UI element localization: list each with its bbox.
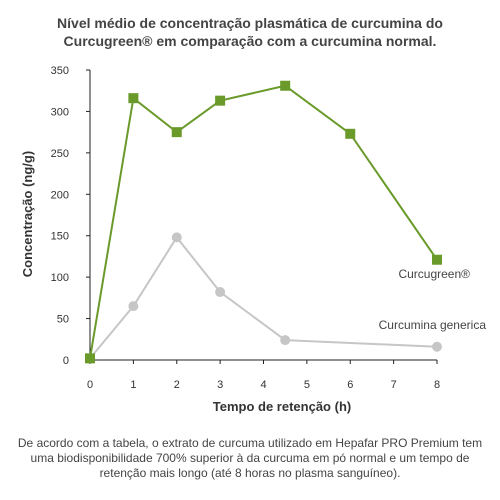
y-tick-label: 350 [51,65,69,77]
x-tick-label: 2 [174,379,180,391]
x-tick-label: 4 [260,379,266,391]
data-point-curcugreen [280,80,291,91]
series-curcumina-generica [85,232,442,364]
chart-caption: De acordo com a tabela, o extrato de cur… [17,436,483,480]
y-tick-label: 0 [63,355,69,367]
chart-title-line-1: Nível médio de concentração plasmática d… [57,15,443,31]
y-tick-label: 300 [51,106,69,118]
data-point-curcugreen [345,128,356,139]
series-curcugreen [85,80,442,364]
data-point-curcumina-generica [215,287,226,298]
data-point-curcumina-generica [171,232,182,243]
y-axis-label: Concentração (ng/g) [20,151,35,277]
chart-title-line-2: Curcugreen® em comparação com a curcumin… [63,33,437,49]
x-tick-label: 7 [391,379,397,391]
x-tick-label: 3 [217,379,223,391]
x-axis-ticks: 0 1 2 3 4 5 6 7 8 [87,360,440,391]
y-tick-label: 150 [51,231,69,243]
x-tick-label: 8 [434,379,440,391]
y-tick-label: 200 [51,189,69,201]
x-axis-label: Tempo de retenção (h) [213,399,351,414]
data-point-curcumina-generica [280,335,291,346]
data-point-curcugreen [128,93,139,104]
y-tick-label: 50 [57,314,69,326]
series-label-curcumina-generica: Curcumina generica [379,318,487,332]
data-point-curcugreen [215,95,226,106]
chart-title: Nível médio de concentração plasmática d… [10,14,490,50]
data-point-curcugreen [432,254,442,265]
y-tick-label: 100 [51,272,69,284]
data-point-curcumina-generica [432,341,442,352]
data-point-curcumina-generica [128,301,139,312]
data-point-curcugreen [85,353,95,364]
series-label-curcugreen: Curcugreen® [398,267,470,281]
x-tick-label: 0 [87,379,93,391]
data-point-curcugreen [171,127,182,138]
series-layer [85,80,442,364]
axes [89,70,437,361]
x-tick-label: 6 [347,379,353,391]
series-line-curcumina-generica [89,235,438,359]
y-axis-ticks: 0 50 100 150 200 250 300 350 [51,65,90,367]
x-tick-label: 1 [130,379,136,391]
line-chart: 0 1 2 3 4 5 6 7 8 0 50 100 150 200 250 300 350 Tempo de… [20,65,487,414]
y-tick-label: 250 [51,148,69,160]
x-tick-label: 5 [304,379,310,391]
